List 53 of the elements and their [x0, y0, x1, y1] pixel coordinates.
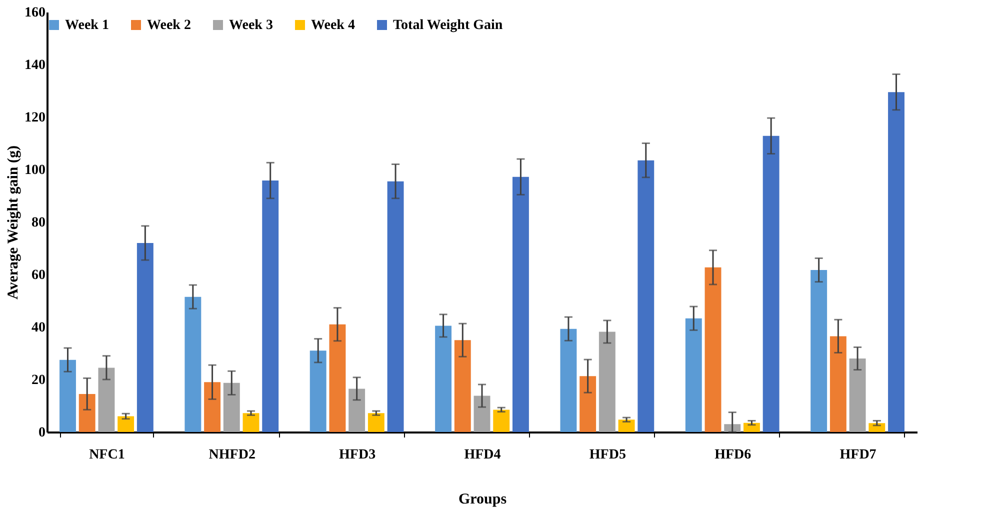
bar [454, 340, 471, 432]
bar [136, 243, 154, 432]
legend-label: Total Weight Gain [393, 18, 503, 33]
x-tick-label: NFC1 [89, 448, 125, 462]
bar [60, 360, 76, 432]
bar [849, 358, 866, 432]
y-axis-title: Average Weight gain (g) [6, 145, 22, 300]
x-tick-label: HFD4 [464, 448, 501, 462]
bar [474, 396, 490, 432]
y-tick-label: 140 [24, 58, 46, 73]
x-tick-label: NHFD2 [208, 448, 256, 462]
bar [685, 318, 702, 432]
y-tick-label: 120 [24, 110, 46, 126]
bar [329, 324, 346, 432]
bar [204, 382, 221, 432]
x-tick-label: HFD3 [339, 448, 376, 462]
bar [868, 423, 886, 432]
bar [223, 382, 240, 432]
y-tick-label: 80 [32, 216, 46, 230]
y-tick-label: 160 [24, 6, 46, 20]
bar [387, 181, 404, 432]
bar [98, 368, 115, 432]
bar [118, 416, 134, 432]
x-tick-label: HFD7 [840, 448, 876, 462]
x-tick-label: HFD6 [714, 448, 752, 462]
bar [762, 136, 780, 432]
x-axis-title: Groups [458, 492, 507, 508]
bar [580, 376, 596, 432]
bar [348, 388, 366, 432]
bar [310, 350, 326, 432]
legend-label: Week 1 [65, 18, 109, 33]
bar [78, 394, 96, 432]
bar [888, 92, 904, 432]
y-tick-label: 60 [32, 268, 46, 283]
bar [242, 413, 260, 432]
bar [704, 267, 722, 432]
bar [598, 332, 616, 432]
legend-label: Week 2 [147, 18, 191, 33]
bar [638, 160, 654, 432]
x-tick-label: HFD5 [589, 448, 626, 462]
bar [184, 296, 202, 432]
bar [810, 270, 828, 432]
y-tick-label: 0 [38, 426, 46, 440]
legend-label: Week 4 [311, 18, 355, 33]
bar [830, 336, 846, 432]
bar [435, 326, 452, 432]
y-tick-label: 100 [24, 163, 46, 178]
y-tick-label: 20 [32, 373, 46, 388]
bar [560, 328, 577, 432]
legend-label: Week 3 [229, 18, 273, 33]
bar [512, 176, 529, 432]
bar [262, 180, 279, 432]
y-tick-label: 40 [32, 320, 46, 336]
